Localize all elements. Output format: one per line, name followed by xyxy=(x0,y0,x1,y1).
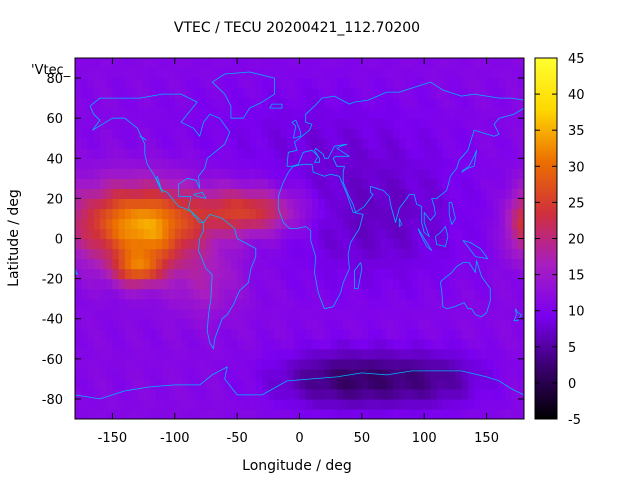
y-tick-label: 80 xyxy=(46,72,63,87)
coastline xyxy=(513,308,522,322)
x-tick-label: -100 xyxy=(160,431,190,446)
y-tick-label: -40 xyxy=(42,313,63,328)
x-tick-label: 0 xyxy=(295,431,303,446)
colorbar-tick-label: 45 xyxy=(568,52,585,67)
x-tick-label: 50 xyxy=(354,431,371,446)
heatmap-field xyxy=(75,58,524,419)
coastline xyxy=(291,119,302,139)
y-axis-label: Latitude / deg xyxy=(6,189,22,287)
y-tick-label: -80 xyxy=(42,393,63,408)
x-tick-label: 150 xyxy=(474,431,499,446)
coastline xyxy=(193,192,207,199)
coastline xyxy=(198,214,257,350)
x-axis-ticks: -150 -100 -50 0 50 100 150 xyxy=(98,58,499,446)
x-axis-label: Longitude / deg xyxy=(242,458,352,474)
coastlines xyxy=(75,71,524,400)
colorbar-tick-label: 30 xyxy=(568,160,585,175)
chart-title: VTEC / TECU 20200421_112.70200 xyxy=(174,20,420,36)
colorbar-ticks: -5 0 5 10 15 20 25 30 35 40 45 xyxy=(535,52,585,428)
coastline xyxy=(75,366,524,400)
coastline xyxy=(277,163,364,310)
coastline xyxy=(448,202,456,225)
colorbar-tick-label: -5 xyxy=(568,413,581,428)
coastline xyxy=(269,103,283,109)
colorbar-tick-label: 20 xyxy=(568,233,585,248)
coastline xyxy=(354,262,363,289)
coastline xyxy=(287,107,524,237)
coastline xyxy=(417,228,433,251)
colorbar-tick-label: 0 xyxy=(568,377,576,392)
x-tick-label: -50 xyxy=(227,431,248,446)
colorbar-tick-label: 40 xyxy=(568,88,585,103)
y-tick-label: 60 xyxy=(46,112,63,127)
y-tick-label: -60 xyxy=(42,353,63,368)
y-tick-label: -20 xyxy=(42,273,63,288)
coastline xyxy=(75,268,78,275)
coastline xyxy=(286,81,524,167)
key-label: 'Vtec_ xyxy=(31,63,71,78)
y-tick-label: 0 xyxy=(55,233,63,248)
coastline xyxy=(435,226,449,247)
y-tick-label: 20 xyxy=(46,192,63,207)
colorbar-tick-label: 35 xyxy=(568,124,585,139)
coastline xyxy=(89,93,231,223)
colorbar-tick-label: 15 xyxy=(568,269,585,284)
y-axis-ticks: -80 -60 -40 -20 0 20 40 60 80 xyxy=(42,72,524,408)
coastline xyxy=(211,71,275,119)
coastline xyxy=(398,218,403,227)
coastline xyxy=(461,149,477,173)
x-tick-label: -150 xyxy=(98,431,128,446)
colorbar-tick-label: 5 xyxy=(568,341,576,356)
colorbar-tick-label: 25 xyxy=(568,196,585,211)
coastline xyxy=(462,240,489,259)
coastline xyxy=(139,135,147,141)
colorbar-tick-label: 10 xyxy=(568,305,585,320)
x-tick-label: 100 xyxy=(412,431,437,446)
coastline xyxy=(440,260,491,318)
y-tick-label: 40 xyxy=(46,152,63,167)
